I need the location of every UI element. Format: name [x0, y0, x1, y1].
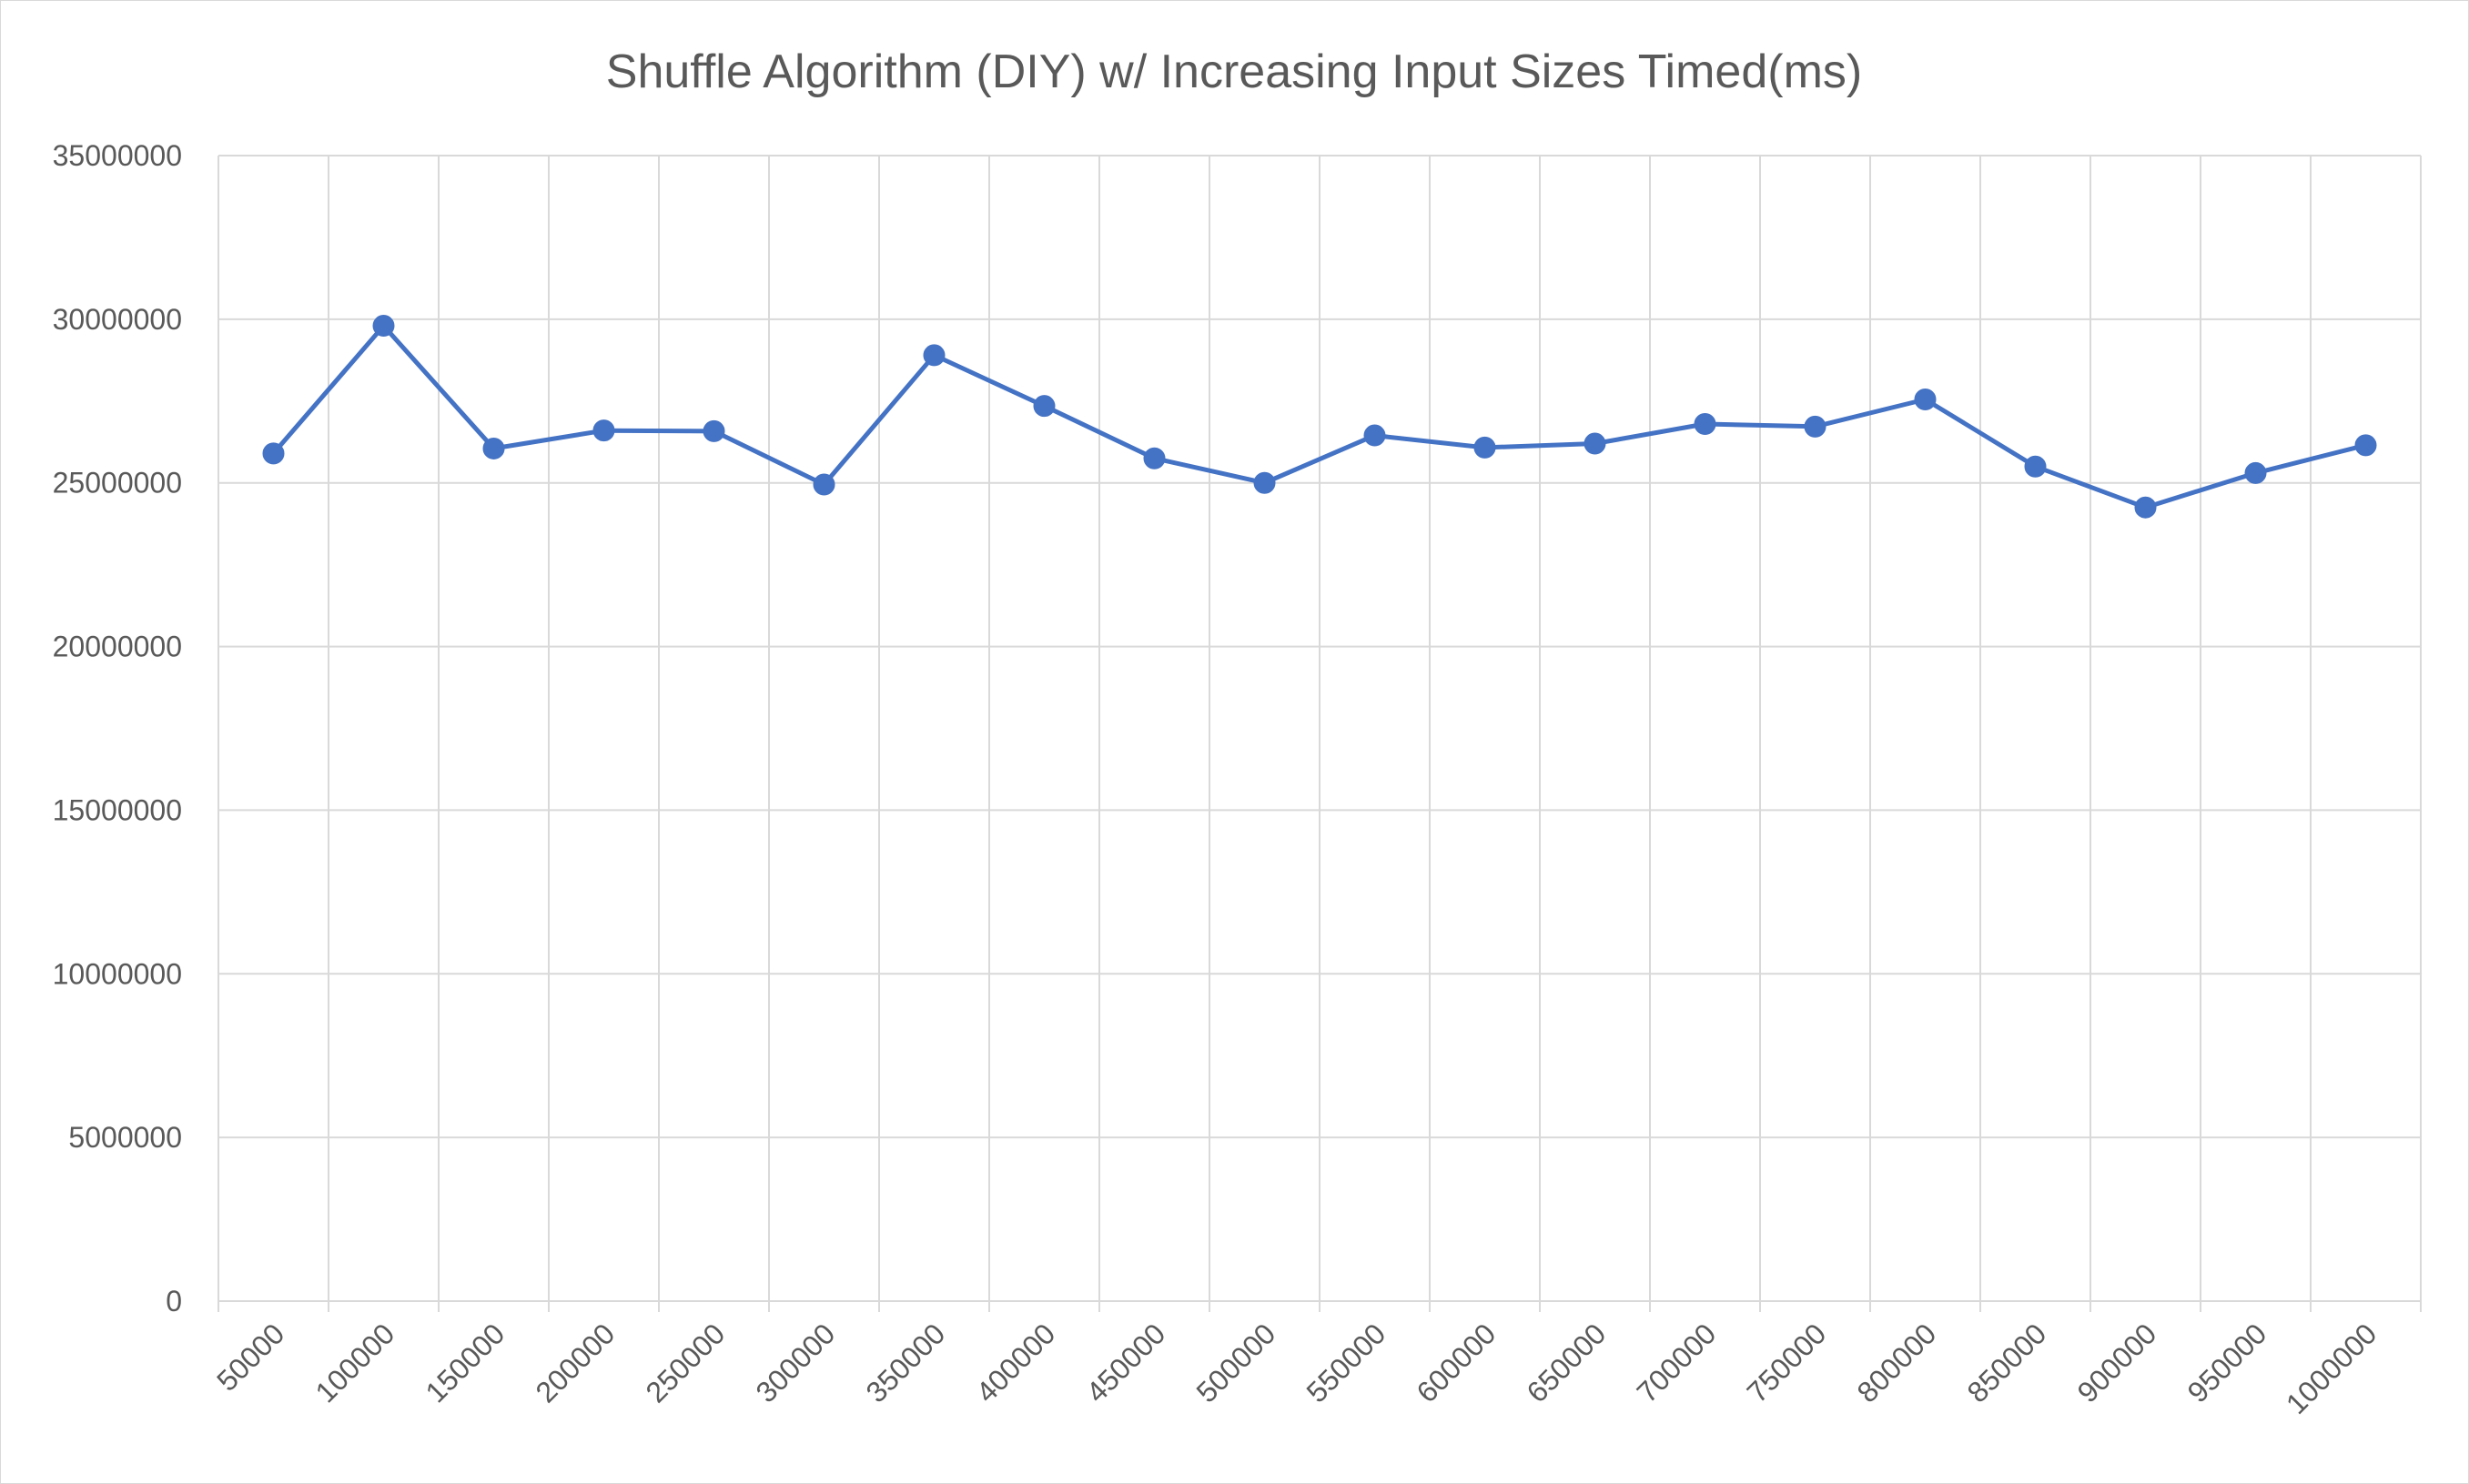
x-tick-label: 200000 [529, 1317, 621, 1408]
x-tick-labels: 50000 100000 150000 200000 250000 300000 35000… [210, 1317, 2383, 1420]
x-tick-label: 850000 [1960, 1317, 2052, 1408]
y-tick-label: 25000000 [53, 467, 182, 500]
data-point [1473, 436, 1496, 459]
grid-lines [218, 155, 2422, 1301]
x-tick-label: 100000 [309, 1317, 400, 1408]
series-path [271, 323, 2367, 510]
x-tick-label: 900000 [2070, 1317, 2162, 1408]
x-tick-label: 150000 [419, 1317, 511, 1408]
x-tick-label: 950000 [2181, 1317, 2272, 1408]
x-tick-label: 250000 [639, 1317, 731, 1408]
y-tick-label: 30000000 [53, 303, 182, 336]
x-tick-label: 1000000 [2280, 1317, 2383, 1420]
axes [218, 156, 2422, 1312]
x-tick-label: 700000 [1630, 1317, 1722, 1408]
data-point [482, 437, 505, 459]
data-point [703, 419, 725, 442]
data-point [1143, 447, 1166, 469]
y-tick-label: 35000000 [53, 139, 182, 172]
data-point [813, 473, 835, 496]
data-point [2244, 461, 2267, 484]
x-tick-label: 400000 [969, 1317, 1061, 1408]
x-tick-label: 600000 [1410, 1317, 1502, 1408]
x-tick-label: 800000 [1850, 1317, 1942, 1408]
data-point [372, 315, 395, 338]
y-tick-labels: 0 5000000 10000000 15000000 20000000 25000000… [53, 139, 182, 1317]
data-point [1694, 412, 1716, 435]
x-tick-label: 750000 [1740, 1317, 1832, 1408]
data-point [2024, 455, 2047, 478]
y-tick-label: 10000000 [53, 957, 182, 990]
y-tick-label: 20000000 [53, 631, 182, 663]
data-point [1804, 415, 1826, 438]
y-tick-label: 0 [166, 1285, 182, 1317]
x-tick-label: 500000 [1189, 1317, 1281, 1408]
data-point [923, 344, 946, 367]
x-tick-label: 300000 [749, 1317, 841, 1408]
x-tick-label: 550000 [1300, 1317, 1391, 1408]
x-tick-label: 450000 [1079, 1317, 1171, 1408]
chart-title: Shuffle Algorithm (DIY) w/ Increasing In… [606, 45, 1862, 98]
data-point [592, 419, 615, 442]
data-point [262, 442, 285, 465]
data-point [1033, 395, 1056, 418]
series-line [271, 323, 2367, 510]
data-point [2134, 496, 2157, 519]
x-tick-label: 350000 [859, 1317, 951, 1408]
data-points [262, 315, 2377, 519]
data-point [1253, 471, 1276, 494]
data-point [1914, 388, 1937, 410]
data-point [1363, 424, 1386, 447]
data-point [2354, 434, 2377, 457]
y-tick-label: 5000000 [68, 1121, 182, 1154]
x-tick-label: 650000 [1520, 1317, 1612, 1408]
x-tick-label: 50000 [210, 1317, 290, 1397]
data-point [1584, 432, 1606, 455]
y-tick-label: 15000000 [53, 793, 182, 826]
